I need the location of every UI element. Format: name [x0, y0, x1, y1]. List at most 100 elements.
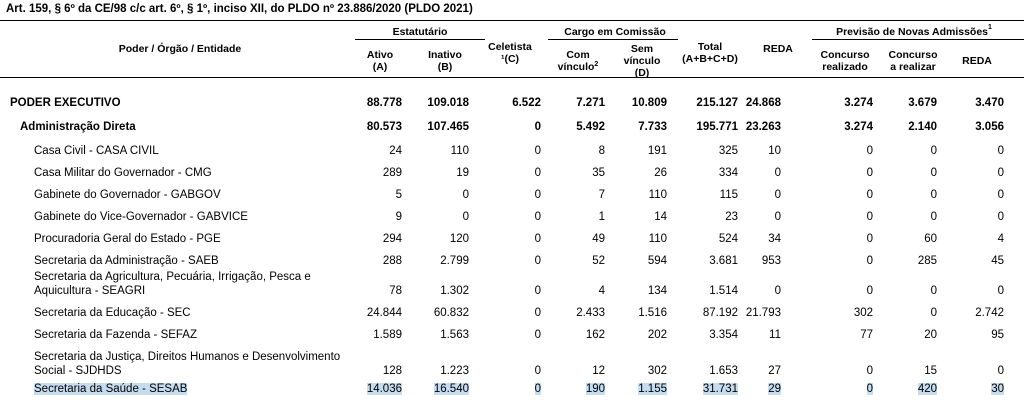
row-entity-name: PODER EXECUTIVO: [10, 97, 121, 109]
row-value: 420: [917, 383, 937, 395]
row-value: 11: [769, 329, 781, 341]
row-value: 24.844: [366, 307, 402, 319]
row-entity-name: Casa Militar do Governador - CMG: [34, 167, 212, 179]
row-value: 0: [534, 285, 541, 297]
row-value: 2.799: [440, 255, 469, 267]
row-value: 0: [774, 167, 781, 179]
row-value: 2.433: [576, 307, 605, 319]
row-value: 14: [654, 211, 667, 223]
row-entity-name: Casa Civil - CASA CIVIL: [34, 145, 159, 157]
row-value: 0: [534, 121, 541, 133]
row-value: 2.140: [908, 121, 937, 133]
row-value: 24.868: [745, 97, 781, 109]
table-title: Art. 159, § 6º da CE/98 c/c art. 6º, § 1…: [6, 3, 473, 15]
row-value: 15: [924, 365, 937, 377]
row-value: 0: [534, 365, 541, 377]
row-value: 289: [382, 167, 402, 179]
row-value: 0: [866, 233, 873, 245]
row-value: 3.274: [844, 121, 873, 133]
row-value: 95: [991, 329, 1004, 341]
row-value: 10.809: [631, 97, 667, 109]
row-value: 0: [930, 285, 937, 297]
row-value: 1.589: [373, 329, 402, 341]
row-value: 0: [534, 307, 541, 319]
row-value: 6.522: [512, 97, 541, 109]
row-value: 0: [866, 255, 873, 267]
row-value: 1.302: [440, 285, 469, 297]
row-value: 0: [997, 285, 1004, 297]
row-value: 0: [930, 167, 937, 179]
row-value: 302: [647, 365, 667, 377]
row-value: 302: [853, 307, 873, 319]
row-value: 120: [449, 233, 469, 245]
row-value: 107.465: [427, 121, 469, 133]
row-entity-name: Secretaria da Fazenda - SEFAZ: [34, 329, 197, 341]
col-total: Total (A+B+C+D): [682, 41, 738, 65]
row-value: 10: [768, 145, 781, 157]
row-value: 14.036: [366, 383, 402, 395]
row-value: 1.514: [709, 285, 738, 297]
group-estatutario-rule: [355, 39, 485, 40]
row-value: 3.681: [709, 255, 738, 267]
col-com-vinculo: Com vínculo2: [557, 49, 599, 73]
row-value: 80.573: [366, 121, 402, 133]
row-value: 4: [997, 233, 1004, 245]
col-ativo: Ativo (A): [366, 49, 394, 73]
row-entity-name: Secretaria da Saúde - SESAB: [34, 383, 188, 395]
row-value: 0: [930, 211, 937, 223]
row-value: 110: [450, 145, 469, 157]
row-value: 19: [456, 167, 469, 179]
row-value: 3.056: [975, 121, 1004, 133]
row-value: 0: [997, 189, 1004, 201]
row-value: 3.679: [908, 97, 937, 109]
row-value: 0: [534, 383, 541, 395]
row-value: 3.354: [709, 329, 738, 341]
row-value: 23.263: [745, 121, 781, 133]
row-value: 0: [534, 233, 541, 245]
row-value: 0: [866, 365, 873, 377]
row-value: 87.192: [702, 307, 738, 319]
row-value: 191: [647, 145, 667, 157]
row-value: 215.127: [696, 97, 738, 109]
row-value: 2.742: [975, 307, 1004, 319]
row-entity-name: Secretaria da Administração - SAEB: [34, 255, 219, 267]
row-value: 0: [866, 285, 873, 297]
row-entity-name: Procuradoria Geral do Estado - PGE: [34, 233, 221, 245]
row-value: 0: [866, 145, 873, 157]
col-entity: Poder / Órgão / Entidade: [118, 43, 242, 55]
row-value: 12: [592, 365, 605, 377]
group-cargo: Cargo em Comissão: [564, 26, 666, 38]
row-value: 4: [598, 285, 605, 297]
row-value: 49: [592, 233, 605, 245]
row-entity-name: Secretaria da Agricultura, Pecuária, Irr…: [34, 271, 311, 297]
col-sem-vinculo: Sem vínculo (D): [623, 43, 661, 79]
row-value: 60.832: [433, 307, 469, 319]
row-value: 34: [768, 233, 781, 245]
row-value: 110: [648, 189, 667, 201]
row-value: 77: [860, 329, 873, 341]
row-value: 35: [592, 167, 605, 179]
row-value: 8: [598, 145, 605, 157]
row-entity-name: Secretaria da Justiça, Direitos Humanos …: [34, 351, 341, 377]
row-value: 45: [991, 255, 1004, 267]
col-celetista: Celetista ¹(C): [488, 41, 532, 65]
row-value: 594: [647, 255, 667, 267]
row-value: 288: [382, 255, 402, 267]
row-value: 1.155: [638, 383, 667, 395]
row-value: 0: [866, 211, 873, 223]
row-value: 190: [585, 383, 605, 395]
row-value: 52: [592, 255, 605, 267]
row-value: 1.653: [709, 365, 738, 377]
row-value: 0: [997, 167, 1004, 179]
row-value: 0: [930, 145, 937, 157]
row-entity-name: Gabinete do Governador - GABGOV: [34, 189, 221, 201]
row-value: 0: [462, 211, 469, 223]
row-value: 0: [866, 167, 873, 179]
row-value: 202: [647, 329, 667, 341]
row-value: 285: [917, 255, 937, 267]
row-value: 21.793: [745, 307, 781, 319]
group-previsao: Previsão de Novas Admissões1: [836, 24, 992, 38]
row-value: 31.731: [702, 383, 738, 395]
row-value: 27: [768, 365, 781, 377]
row-value: 30: [991, 383, 1004, 395]
